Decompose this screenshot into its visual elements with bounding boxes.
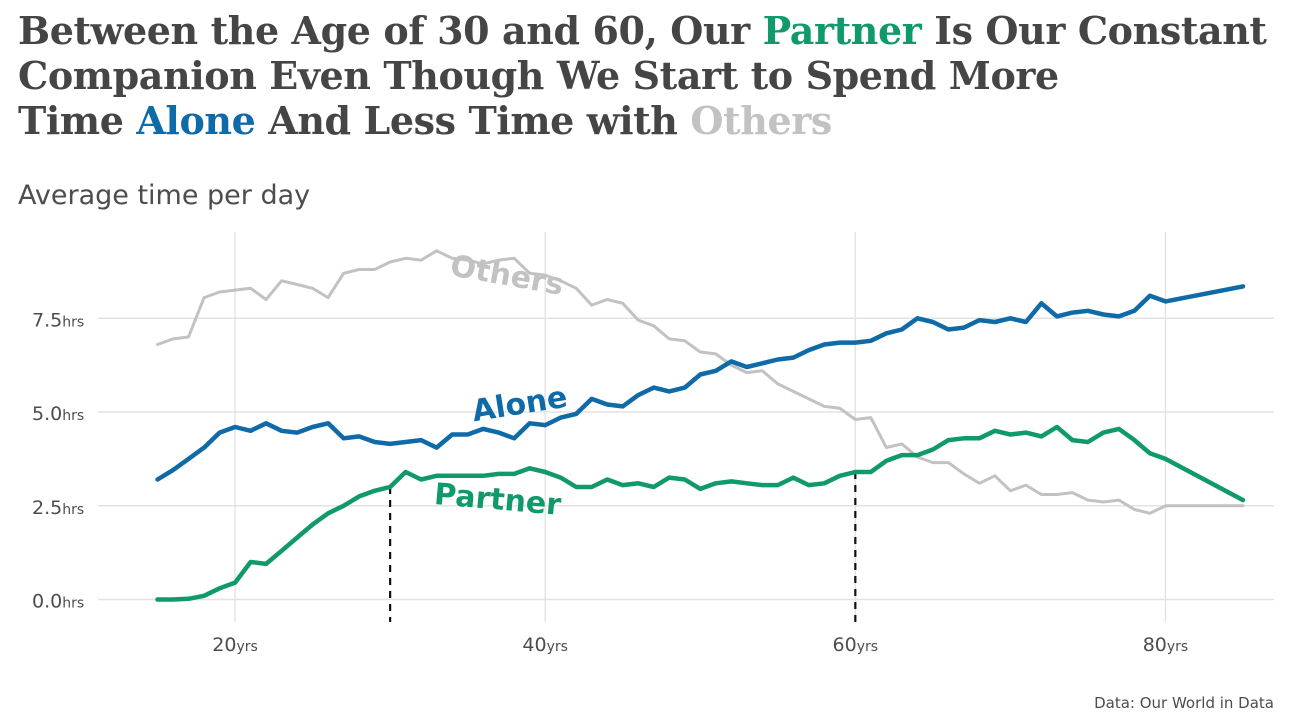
x-tick-unit: yrs [857,639,878,655]
y-tick-value: 7.5 [32,309,62,331]
x-tick-label: 60yrs [833,634,879,656]
y-tick-unit: hrs [62,314,84,330]
series-line-alone [155,284,1246,482]
x-tick-unit: yrs [236,639,257,655]
x-tick-value: 80 [1143,634,1167,656]
title-line-3: Time Alone And Less Time with Others [18,98,1267,143]
title-text: And Less Time with [255,98,691,143]
x-tick-value: 40 [522,634,546,656]
x-tick-value: 20 [212,634,236,656]
title-text: Companion Even Though We Start to Spend … [18,53,1059,98]
series-label-partner: Partner [433,477,563,523]
y-tick-value: 2.5 [32,497,62,519]
title-line-1: Between the Age of 30 and 60, Our Partne… [18,8,1267,53]
y-tick-label: 0.0hrs [32,591,84,613]
y-tick-label: 7.5hrs [32,309,84,331]
y-tick-label: 5.0hrs [32,403,84,425]
x-tick-label: 80yrs [1143,634,1189,656]
chart-title: Between the Age of 30 and 60, Our Partne… [18,8,1267,143]
y-tick-unit: hrs [62,502,84,518]
y-tick-value: 0.0 [32,591,62,613]
title-text: Is Our Constant [921,8,1267,53]
series-lines [155,249,1246,602]
y-tick-unit: hrs [62,408,84,424]
y-tick-unit: hrs [62,596,84,612]
x-tick-value: 60 [833,634,857,656]
series-label-others: Others [448,249,567,303]
y-tick-value: 5.0 [32,403,62,425]
title-text: Between the Age of 30 and 60, Our [18,8,763,53]
y-tick-label: 2.5hrs [32,497,84,519]
title-highlight-others: Others [690,98,832,143]
x-tick-label: 40yrs [522,634,568,656]
title-text: Time [18,98,137,143]
title-highlight-alone: Alone [136,98,256,143]
x-tick-unit: yrs [1167,639,1188,655]
chart-subtitle: Average time per day [18,180,311,211]
title-line-2: Companion Even Though We Start to Spend … [18,53,1267,98]
data-source-caption: Data: Our World in Data [1094,694,1274,712]
title-highlight-partner: Partner [762,8,922,53]
x-axis-ticks: 20yrs 40yrs 60yrs 80yrs [212,634,1188,656]
reference-lines [389,472,857,622]
series-line-others [156,249,1245,515]
x-tick-unit: yrs [547,639,568,655]
x-tick-label: 20yrs [212,634,258,656]
series-line-partner [155,424,1246,602]
grid-lines [98,232,1274,622]
